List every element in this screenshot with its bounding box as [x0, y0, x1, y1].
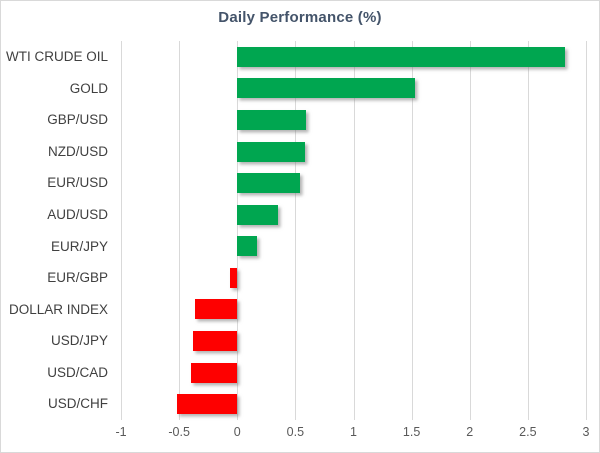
bar-dollar-index: [195, 299, 238, 320]
bar-nzd-usd: [237, 141, 305, 162]
gridline: [586, 41, 587, 420]
x-tick-label: 1: [350, 425, 357, 439]
bar-usd-cad: [190, 362, 238, 383]
gridline: [237, 41, 239, 420]
x-tick-label: 0: [233, 425, 241, 439]
x-tick-label: 2: [466, 425, 474, 439]
category-label: WTI CRUDE OIL: [5, 49, 108, 64]
x-tick-label: 1.5: [402, 425, 421, 439]
category-label: GBP/USD: [47, 112, 108, 128]
category-label: EUR/GBP: [47, 270, 108, 286]
gridline: [295, 41, 297, 420]
category-label: EUR/JPY: [50, 238, 108, 254]
bar-eur-jpy: [237, 236, 257, 257]
category-label: USD/CAD: [47, 364, 108, 380]
x-tick-label: -0.5: [168, 425, 190, 439]
bar-wti-crude-oil: [237, 46, 566, 67]
gridline: [179, 41, 181, 420]
chart-title: Daily Performance (%): [218, 9, 382, 26]
gridline: [353, 41, 355, 420]
x-tick-label: 3: [582, 425, 590, 439]
category-label: USD/CHF: [48, 396, 108, 412]
category-axis: WTI CRUDE OIL GOLD GBP/USD NZD/USD EUR/USD AU…: [1, 41, 108, 420]
category-label: EUR/USD: [47, 175, 108, 191]
x-tick-label: 2.5: [519, 425, 537, 439]
gridline: [469, 41, 471, 420]
plot-area: [121, 41, 587, 420]
category-label: NZD/USD: [48, 143, 108, 159]
category-label: AUD/USD: [47, 206, 108, 222]
gridline: [411, 41, 413, 420]
x-axis: -1 -0.5 0 0.5 1 1.5 2 2.5 3: [115, 425, 589, 447]
bar-usd-jpy: [193, 331, 238, 352]
bar-gold: [237, 78, 416, 99]
gridline: [527, 41, 529, 420]
bar-eur-usd: [237, 173, 301, 194]
category-label: DOLLAR INDEX: [8, 301, 108, 317]
bar-eur-gbp: [230, 267, 238, 288]
bar-aud-usd: [237, 204, 278, 225]
bar-usd-chf: [176, 394, 238, 415]
category-label: GOLD: [69, 80, 108, 96]
x-tick-label: 0.5: [286, 425, 305, 439]
gridline: [121, 41, 122, 420]
bar-gbp-usd: [237, 109, 306, 130]
category-label: USD/JPY: [50, 333, 108, 349]
x-tick-label: -1: [115, 425, 127, 439]
